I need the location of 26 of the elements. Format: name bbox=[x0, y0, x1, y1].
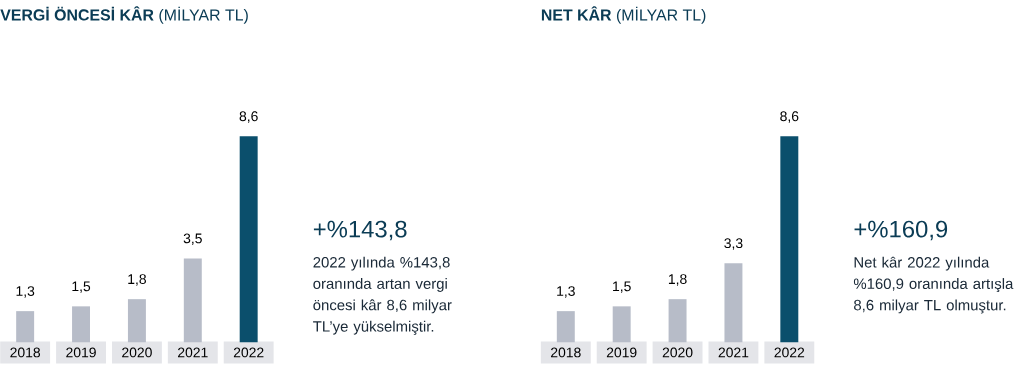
x-tick-label: 2018 bbox=[551, 347, 581, 358]
x-tick-label: 2020 bbox=[122, 347, 152, 358]
x-tick-label: 2022 bbox=[233, 347, 264, 358]
x-tick-label: 2019 bbox=[606, 347, 637, 358]
chart-title: VERGİ ÖNCESİ KÂR (MİLYAR TL) bbox=[0, 6, 248, 24]
text: 2022 yılında %143,8 oranında artan vergi öncesi kâr 8,6 milyar TL’ye yükselmiştir. bbox=[313, 256, 452, 335]
x-tick-label: 2018 bbox=[10, 347, 41, 358]
data-label: 3,5 bbox=[183, 233, 202, 245]
x-tick-label: 2019 bbox=[66, 347, 96, 358]
data-label: 1,8 bbox=[668, 274, 687, 286]
data-label: 1,3 bbox=[16, 286, 35, 298]
data-label: 8,6 bbox=[239, 111, 258, 123]
x-tick-label: 2020 bbox=[662, 347, 693, 358]
data-label: 1,5 bbox=[72, 281, 91, 293]
data-label: 3,3 bbox=[724, 238, 743, 250]
x-tick-label: 2022 bbox=[774, 347, 805, 358]
data-label: 1,3 bbox=[557, 286, 575, 298]
data-label: 1,8 bbox=[128, 274, 146, 286]
data-label: 8,6 bbox=[780, 111, 799, 123]
x-tick-label: 2021 bbox=[178, 347, 208, 358]
data-label: 1,5 bbox=[613, 281, 631, 293]
text: Net kâr 2022 yılında %160,9 oranında artışla 8,6 milyar TL olmuştur. bbox=[853, 256, 1014, 314]
text: +%143,8 bbox=[313, 220, 407, 241]
text: +%160,9 bbox=[854, 220, 948, 241]
chart-title: NET KÂR (MİLYAR TL) bbox=[541, 6, 706, 24]
x-tick-label: 2021 bbox=[718, 347, 749, 358]
